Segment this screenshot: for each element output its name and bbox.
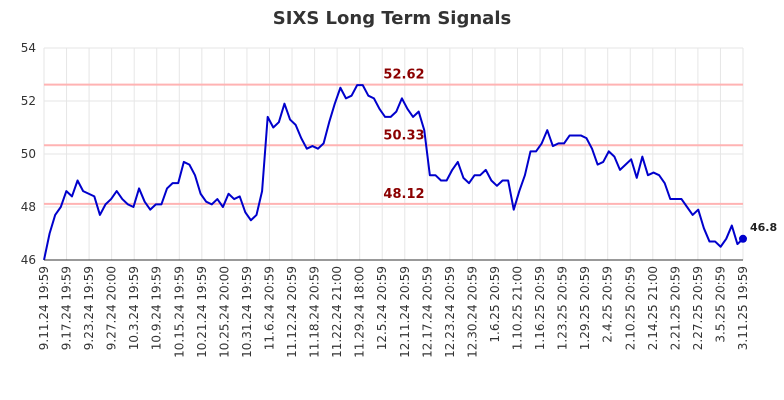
x-tick-label: 9.17.24 19:59	[60, 266, 74, 350]
x-tick-label: 9.27.24 20:00	[105, 266, 119, 350]
last-price-label: 46.8	[750, 221, 777, 234]
x-tick-label: 2.4.25 20:59	[601, 266, 615, 343]
chart-title: SIXS Long Term Signals	[272, 8, 512, 29]
grid-layer	[43, 47, 744, 261]
series-layer: 46.8	[43, 84, 777, 261]
x-tick-label: 10.9.24 19:59	[150, 266, 164, 350]
x-tick-label: 1.23.25 20:59	[556, 266, 570, 350]
price-series-line	[43, 84, 744, 261]
x-tick-label: 11.22.24 21:00	[330, 266, 344, 358]
x-tick-label: 2.21.25 20:59	[668, 266, 682, 350]
signal-levels: 52.62 50.33 48.12	[44, 68, 743, 205]
x-tick-label: 1.16.25 20:59	[533, 266, 547, 350]
x-tick-label: 10.31.24 19:59	[240, 266, 254, 358]
x-tick-label: 12.30.24 20:59	[465, 266, 479, 358]
signal-level-label: 52.62	[383, 68, 424, 83]
x-tick-label: 12.5.24 20:59	[375, 266, 389, 350]
x-tick-label: 11.29.24 18:00	[353, 266, 367, 358]
signal-level-label: 48.12	[383, 187, 424, 202]
x-tick-label: 11.18.24 20:59	[308, 266, 322, 358]
x-tick-label: 11.6.24 20:59	[262, 266, 276, 350]
x-tick-label: 3.5.25 20:59	[713, 266, 727, 343]
x-tick-label: 11.12.24 20:59	[285, 266, 299, 358]
last-price-point	[739, 234, 747, 243]
x-tick-label: 9.11.24 19:59	[37, 266, 51, 350]
x-tick-label: 10.15.24 19:59	[172, 266, 186, 358]
x-tick-label: 1.6.25 20:59	[488, 266, 502, 343]
signal-level-label: 50.33	[383, 128, 424, 143]
x-tick-label: 12.23.24 20:59	[443, 266, 457, 358]
x-tick-label: 2.14.25 21:00	[646, 266, 660, 350]
x-tick-label: 9.23.24 19:59	[82, 266, 96, 350]
axis-layer: 46 48 50 52 54 9.11.24 19:59 9.17.24 19:59 9.23…	[21, 41, 750, 358]
y-tick-label: 48	[21, 200, 36, 214]
x-tick-label: 1.29.25 20:59	[578, 266, 592, 350]
x-tick-label: 2.10.25 20:59	[623, 266, 637, 350]
x-tick-label: 2.27.25 20:59	[691, 266, 705, 350]
x-tick-label: 1.10.25 21:00	[511, 266, 525, 350]
y-tick-label: 54	[21, 41, 36, 55]
x-tick-label: 12.11.24 20:59	[398, 266, 412, 358]
y-tick-label: 52	[21, 94, 36, 108]
x-tick-label: 10.3.24 19:59	[127, 266, 141, 350]
y-tick-label: 50	[21, 147, 36, 161]
x-tick-label: 3.11.25 19:59	[736, 266, 750, 350]
x-tick-label: 10.21.24 19:59	[195, 266, 209, 358]
y-tick-label: 46	[21, 253, 36, 267]
x-tick-label: 12.17.24 20:59	[420, 266, 434, 358]
x-tick-label: 10.25.24 20:00	[217, 266, 231, 358]
